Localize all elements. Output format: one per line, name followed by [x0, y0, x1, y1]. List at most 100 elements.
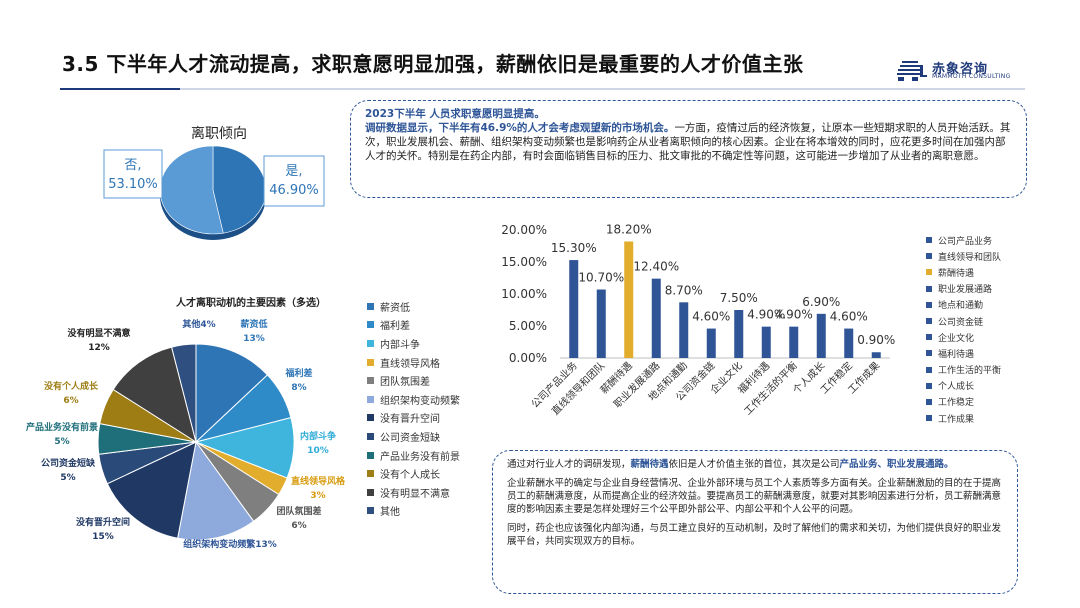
legend-item: 其他 — [367, 502, 460, 521]
pie2-label-value-6: 15% — [92, 532, 114, 542]
logo-english: MAMMOTH CONSULTING — [932, 73, 1011, 80]
pie1-label-name-1: 否, — [124, 158, 141, 173]
bar-4 — [679, 302, 689, 358]
pie2-label-8: 产品业务没有前景 — [26, 421, 98, 433]
legend-swatch — [926, 301, 932, 308]
legend-swatch — [367, 302, 374, 310]
note-body: 调研数据显示，下半年有46.9%的人才会考虑观望新的市场机会。一方面，疫情过后的… — [365, 121, 1012, 163]
pie2-label-5: 组织架构变动频繁13% — [183, 538, 277, 550]
legend-label: 公司资金短缺 — [380, 432, 440, 444]
legend-item: 公司资金链 — [926, 313, 1001, 329]
legend-label: 团队氛围差 — [380, 377, 430, 389]
pie2-label-value-0: 13% — [243, 334, 265, 344]
pie2-label-1: 福利差 — [284, 367, 312, 379]
mammoth-logo-icon — [897, 61, 927, 81]
legend-label: 内部斗争 — [380, 339, 420, 351]
legend-item: 职业发展通路 — [926, 281, 1001, 297]
bar-3 — [651, 278, 661, 358]
legend-item: 公司资金短缺 — [367, 427, 460, 446]
legend-label: 公司资金链 — [938, 317, 984, 328]
pie2-slice-5 — [177, 440, 255, 541]
pie2-title: 人才离职动机的主要因素（多选） — [176, 296, 326, 309]
legend-swatch — [367, 339, 374, 347]
bar-10 — [844, 328, 854, 358]
bar-value-label-6: 7.50% — [720, 291, 758, 305]
legend-swatch — [367, 451, 374, 459]
note-heading: 2023下半年 人员求职意愿明显提高。 — [365, 108, 545, 120]
bar-value-label-3: 12.40% — [633, 260, 679, 274]
pie2-label-9: 没有个人成长 — [44, 380, 99, 392]
pie2-slice-10 — [112, 346, 197, 444]
legend-label: 没有晋升空间 — [380, 414, 440, 426]
legend-swatch — [367, 395, 374, 403]
pie2-label-11: 其他4% — [182, 318, 215, 330]
legend-label: 薪酬待遇 — [938, 268, 975, 279]
legend-label: 直线领导和团队 — [938, 252, 1002, 263]
company-logo: 赤象咨询 MAMMOTH CONSULTING — [896, 58, 1021, 84]
bar-1 — [596, 289, 606, 358]
bar-value-label-5: 4.60% — [692, 310, 730, 324]
note2-para-3: 同时，药企也应该强化内部沟通，与员工建立良好的互动机制，及时了解他们的需求和关切… — [507, 523, 1002, 547]
note-rest: 一方面，疫情过后的经济恢复，让原本一些短期求职的人员开始活跃。其次，职业发展机会… — [365, 122, 1011, 162]
legend-item: 直线领导和团队 — [926, 248, 1001, 264]
legend-label: 组织架构变动频繁 — [380, 395, 460, 407]
legend-swatch — [926, 382, 932, 389]
y-tick-3: 15.00% — [501, 255, 547, 269]
bar-0 — [569, 260, 579, 358]
legend-swatch — [926, 350, 932, 357]
legend-swatch — [367, 358, 374, 366]
legend-swatch — [926, 318, 932, 325]
legend-item: 薪酬待遇 — [926, 264, 1001, 280]
pie2-label-10: 没有明显不满意 — [67, 327, 130, 339]
bar-2 — [624, 241, 634, 358]
legend-item: 组织架构变动频繁 — [367, 390, 460, 409]
note2-para-1: 通过对行业人才的调研发现，薪酬待遇依旧是人才价值主张的首位，其次是公司产品业务、… — [507, 459, 954, 470]
pie2-label-4: 团队氛围差 — [276, 505, 321, 517]
legend-swatch — [367, 432, 374, 440]
bar-value-label-11: 0.90% — [857, 333, 895, 347]
legend-swatch — [926, 366, 932, 373]
legend-label: 企业文化 — [938, 333, 975, 344]
y-tick-4: 20.00% — [501, 223, 547, 237]
legend-item: 直线领导风格 — [367, 353, 460, 372]
pie1-label-name-0: 是, — [285, 164, 302, 179]
legend-label: 产品业务没有前景 — [380, 451, 460, 463]
pie2-label-value-4: 6% — [291, 521, 306, 531]
bar-11 — [871, 352, 881, 358]
legend-label: 地点和通勤 — [938, 301, 984, 312]
legend-label: 职业发展通路 — [938, 285, 993, 296]
pie2-label-value-8: 5% — [54, 437, 69, 447]
header-divider-accent — [60, 88, 180, 90]
turnover-intent-note: 2023下半年 人员求职意愿明显提高。 调研数据显示，下半年有46.9%的人才会… — [350, 100, 1027, 198]
legend-label: 工作生活的平衡 — [938, 366, 1002, 377]
pie2-label-2: 内部斗争 — [300, 430, 336, 442]
header-divider — [60, 88, 1025, 90]
legend-label: 福利待遇 — [938, 349, 975, 360]
pie2-label-value-9: 6% — [63, 396, 78, 406]
note-highlight: 调研数据显示，下半年有46.9%的人才会考虑观望新的市场机会。 — [365, 122, 675, 134]
pie2-slice-0 — [195, 343, 269, 444]
value-proposition-legend: 公司产品业务 直线领导和团队 薪酬待遇 职业发展通路 地点和通勤 公司资金链 企业文化 福利待… — [926, 232, 1001, 426]
legend-item: 没有晋升空间 — [367, 409, 460, 428]
note2-para-2: 企业薪酬水平的确定与企业自身经营情况、企业外部环境与员工个人素质等多方面有关。企… — [507, 478, 1002, 515]
pie1-title: 离职倾向 — [191, 125, 247, 142]
pie2-label-value-2: 10% — [307, 446, 329, 456]
legend-swatch — [926, 415, 932, 422]
legend-item: 企业文化 — [926, 329, 1001, 345]
bar-7 — [761, 326, 771, 358]
legend-swatch — [367, 377, 374, 385]
pie1-label-value-1: 53.10% — [108, 177, 158, 192]
legend-item: 薪资低 — [367, 297, 460, 316]
bar-value-label-1: 10.70% — [578, 271, 624, 285]
pie2-label-7: 公司资金短缺 — [41, 457, 96, 469]
legend-swatch — [367, 321, 374, 329]
bar-5 — [706, 328, 716, 358]
legend-label: 工作成果 — [938, 414, 975, 425]
y-tick-2: 10.00% — [501, 287, 547, 301]
legend-swatch — [926, 253, 932, 260]
logo-chinese: 赤象咨询 — [932, 62, 989, 77]
bar-value-label-0: 15.30% — [551, 241, 597, 255]
legend-label: 直线领导风格 — [380, 358, 440, 370]
